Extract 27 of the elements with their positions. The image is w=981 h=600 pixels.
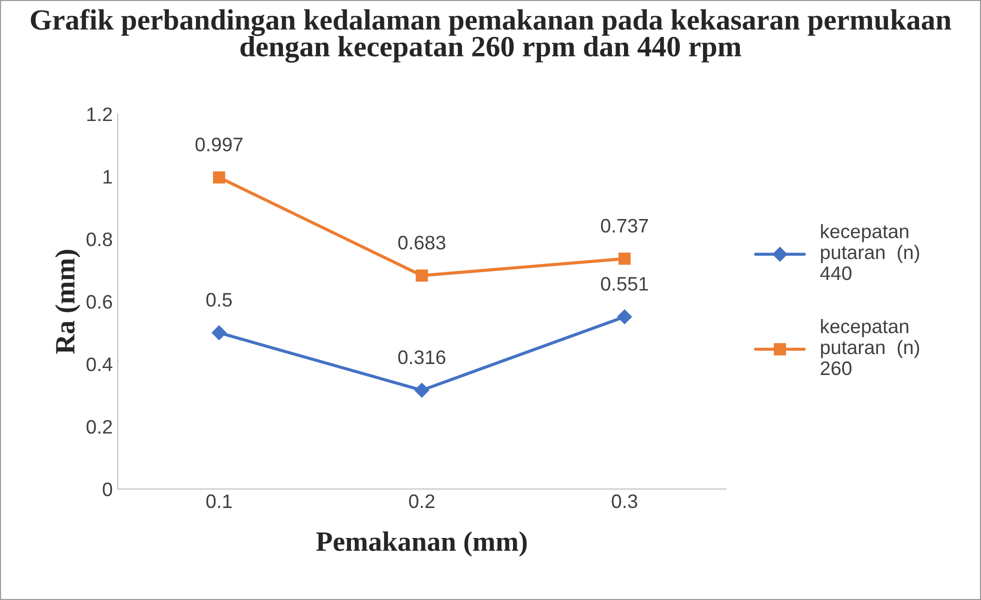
data-label: 0.683 (398, 236, 446, 250)
x-axis-title: Pemakanan (mm) (316, 531, 527, 557)
legend-label: kecepatan putaran (n) 440 (820, 224, 920, 280)
y-tick-label: 0.2 (86, 420, 112, 434)
y-axis-title: Ra (mm) (55, 250, 80, 354)
x-tick-label: 0.2 (409, 494, 434, 508)
y-tick-label: 1 (104, 170, 112, 184)
data-label: 0.5 (206, 292, 232, 307)
chart-title: Grafik perbandingan kedalaman pemakanan pada kekasaran permukaan dengan kecepatan 260 rpm dan 440 rpm (30, 9, 952, 63)
y-tick-label: 1.2 (87, 107, 112, 122)
legend-label: kecepatan putaran (n) 260 (820, 319, 920, 376)
point (213, 171, 226, 184)
x-tick-label: 0.3 (612, 494, 638, 508)
data-label: 0.316 (398, 350, 446, 364)
y-tick-label: 0.6 (86, 294, 112, 309)
x-tick-label: 0.1 (206, 494, 232, 508)
data-label: 0.997 (196, 138, 242, 152)
data-label: 0.551 (601, 276, 648, 291)
y-tick-label: 0 (102, 482, 112, 496)
y-tick-label: 0.4 (86, 357, 112, 372)
point (617, 309, 632, 324)
point (414, 382, 430, 398)
point (618, 252, 631, 265)
point (212, 325, 226, 340)
data-label: 0.737 (601, 218, 648, 233)
point (416, 269, 428, 282)
y-tick-label: 0.8 (86, 232, 112, 246)
